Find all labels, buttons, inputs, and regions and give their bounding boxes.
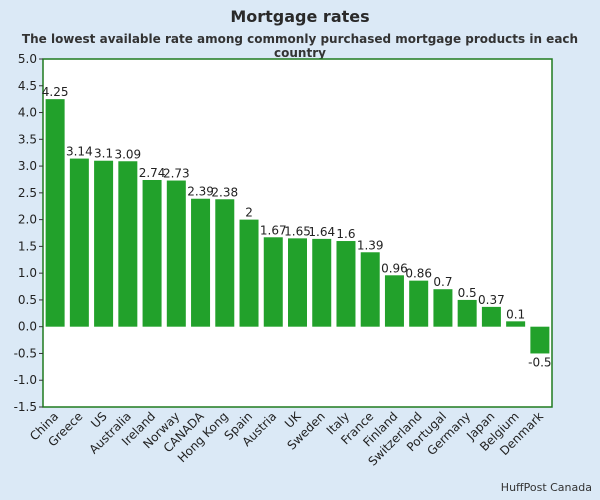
bar bbox=[360, 252, 380, 327]
y-tick-label: 1.5 bbox=[18, 239, 37, 253]
bar bbox=[263, 237, 283, 327]
bar bbox=[191, 198, 211, 327]
y-tick-label: 5.0 bbox=[18, 52, 37, 66]
bar-value-label: 2.38 bbox=[211, 185, 238, 199]
bar-value-label: 1.39 bbox=[357, 238, 384, 252]
bar bbox=[142, 179, 162, 327]
bar bbox=[45, 99, 65, 327]
bar bbox=[288, 238, 307, 327]
y-tick-label: 2.0 bbox=[18, 213, 37, 227]
bar bbox=[433, 289, 453, 327]
y-tick-label: 1.0 bbox=[18, 266, 37, 280]
bar-value-label: 2.73 bbox=[163, 167, 190, 181]
bar-value-label: 0.37 bbox=[478, 293, 505, 307]
bar bbox=[215, 199, 235, 327]
bar-value-label: 1.67 bbox=[260, 223, 287, 237]
y-tick-label: -1.0 bbox=[14, 373, 37, 387]
bar-value-label: 0.5 bbox=[458, 286, 477, 300]
bar bbox=[506, 321, 526, 327]
source-credit: HuffPost Canada bbox=[500, 481, 592, 494]
y-tick-label: 3.5 bbox=[18, 132, 37, 146]
y-tick-label: 4.5 bbox=[18, 79, 37, 93]
bar-value-label: 0.7 bbox=[433, 275, 452, 289]
bar-value-label: 2.74 bbox=[139, 166, 166, 180]
y-tick-label: 3.0 bbox=[18, 159, 37, 173]
bar-value-label: 2.39 bbox=[187, 185, 214, 199]
bar bbox=[239, 219, 259, 327]
bar-value-label: 2 bbox=[245, 206, 253, 220]
chart-title: Mortgage rates bbox=[230, 7, 370, 26]
y-tick-label: 0.0 bbox=[18, 320, 37, 334]
bar-value-label: 4.25 bbox=[42, 85, 69, 99]
bar-value-label: 0.86 bbox=[405, 267, 432, 281]
bar bbox=[457, 299, 477, 327]
bar bbox=[384, 275, 404, 327]
bar bbox=[409, 280, 429, 327]
bar bbox=[166, 180, 186, 327]
bar-value-label: 1.6 bbox=[336, 227, 355, 241]
bar-value-label: 1.64 bbox=[308, 225, 335, 239]
bar bbox=[118, 161, 138, 327]
bar bbox=[69, 158, 89, 327]
bar bbox=[481, 306, 501, 327]
bar bbox=[530, 326, 550, 354]
bar-value-label: 3.14 bbox=[66, 145, 93, 159]
bar-value-label: 1.65 bbox=[284, 224, 311, 238]
y-tick-label: 4.0 bbox=[18, 106, 37, 120]
y-tick-label: -0.5 bbox=[14, 346, 37, 360]
bar bbox=[94, 160, 114, 327]
bar bbox=[336, 241, 356, 327]
y-tick-label: -1.5 bbox=[14, 400, 37, 414]
chart-subtitle: The lowest available rate among commonly… bbox=[21, 32, 579, 60]
bar-value-label: 3.1 bbox=[94, 147, 113, 161]
bar-value-label: 0.96 bbox=[381, 261, 408, 275]
bar-value-label: -0.5 bbox=[528, 355, 551, 369]
y-tick-label: 2.5 bbox=[18, 186, 37, 200]
bar-value-label: 3.09 bbox=[114, 147, 141, 161]
bar-value-label: 0.1 bbox=[506, 307, 525, 321]
bar bbox=[312, 238, 332, 327]
y-tick-label: 0.5 bbox=[18, 293, 37, 307]
